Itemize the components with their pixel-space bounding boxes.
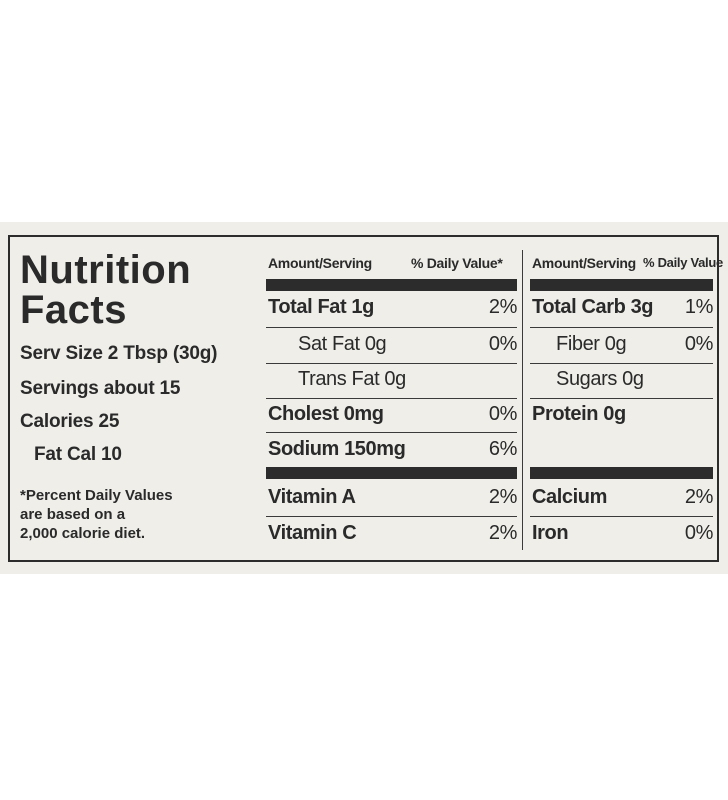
- col2-vitamin-bar: [530, 467, 713, 479]
- col2-rule: [530, 327, 713, 328]
- col1-row-name: Sat Fat 0g: [298, 333, 387, 355]
- col1-rule: [266, 516, 517, 517]
- col1-row-name: Cholest 0mg: [268, 403, 384, 425]
- col2-row-dv: 1%: [684, 296, 714, 318]
- vitamin-left-name: Vitamin A: [268, 486, 356, 508]
- col1-row-name: Trans Fat 0g: [298, 368, 406, 390]
- vitamin-left-dv: 2%: [488, 486, 518, 508]
- vitamin-right-dv: 2%: [684, 486, 714, 508]
- col2-rule: [530, 516, 713, 517]
- col2-dv-header: % Daily Value: [643, 255, 723, 270]
- title-line-2: Facts: [20, 288, 127, 332]
- column-divider: [522, 250, 523, 550]
- fat-calories: Fat Cal 10: [34, 444, 122, 465]
- col2-header-bar: [530, 279, 713, 291]
- col1-rule: [266, 398, 517, 399]
- col1-vitamin-bar: [266, 467, 517, 479]
- vitamin-left-name: Vitamin C: [268, 522, 357, 544]
- col2-rule: [530, 363, 713, 364]
- vitamin-left-dv: 2%: [488, 522, 518, 544]
- nutrition-facts-panel: [8, 235, 719, 562]
- nutrition-facts-title: Nutrition Facts: [20, 250, 250, 330]
- daily-value-footnote: *Percent Daily Values are based on a 2,0…: [20, 487, 173, 542]
- col2-amount-header: Amount/Serving: [532, 255, 636, 271]
- col1-row-dv: 2%: [488, 296, 518, 318]
- col1-row-name: Total Fat 1g: [268, 296, 374, 318]
- col1-row-name: Sodium 150mg: [268, 438, 406, 460]
- col2-rule: [530, 398, 713, 399]
- vitamin-right-dv: 0%: [684, 522, 714, 544]
- col2-row-name: Sugars 0g: [556, 368, 644, 390]
- col2-row-name: Total Carb 3g: [532, 296, 654, 318]
- col1-row-dv: 0%: [488, 333, 518, 355]
- col1-header-bar: [266, 279, 517, 291]
- vitamin-right-name: Calcium: [532, 486, 608, 508]
- col1-rule: [266, 363, 517, 364]
- col2-row-name: Fiber 0g: [556, 333, 627, 355]
- col1-row-dv: 0%: [488, 403, 518, 425]
- title-line-1: Nutrition: [20, 248, 192, 292]
- col2-row-name: Protein 0g: [532, 403, 626, 425]
- col1-rule: [266, 327, 517, 328]
- vitamin-right-name: Iron: [532, 522, 569, 544]
- col1-row-dv: 6%: [488, 438, 518, 460]
- col2-row-dv: 0%: [684, 333, 714, 355]
- col1-amount-header: Amount/Serving: [268, 255, 372, 271]
- col1-rule: [266, 432, 517, 433]
- serving-size: Serv Size 2 Tbsp (30g): [20, 343, 218, 364]
- calories: Calories 25: [20, 411, 120, 432]
- col1-dv-header: % Daily Value*: [411, 255, 503, 271]
- servings-per-container: Servings about 15: [20, 378, 181, 399]
